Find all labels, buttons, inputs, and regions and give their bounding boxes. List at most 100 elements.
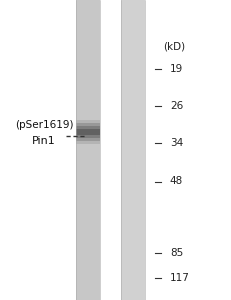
FancyBboxPatch shape: [76, 93, 100, 96]
Text: 26: 26: [170, 100, 183, 111]
FancyBboxPatch shape: [76, 105, 100, 108]
FancyBboxPatch shape: [121, 105, 145, 108]
FancyBboxPatch shape: [76, 195, 100, 198]
FancyBboxPatch shape: [121, 237, 145, 240]
FancyBboxPatch shape: [76, 162, 100, 165]
FancyBboxPatch shape: [76, 150, 100, 153]
FancyBboxPatch shape: [76, 90, 100, 93]
FancyBboxPatch shape: [121, 168, 145, 171]
FancyBboxPatch shape: [76, 231, 100, 234]
FancyBboxPatch shape: [121, 123, 145, 126]
FancyBboxPatch shape: [76, 297, 100, 300]
FancyBboxPatch shape: [76, 273, 100, 276]
FancyBboxPatch shape: [76, 213, 100, 216]
FancyBboxPatch shape: [121, 90, 145, 93]
FancyBboxPatch shape: [121, 270, 145, 273]
FancyBboxPatch shape: [76, 270, 100, 273]
FancyBboxPatch shape: [76, 159, 100, 162]
Text: 19: 19: [170, 64, 183, 74]
FancyBboxPatch shape: [121, 36, 145, 39]
FancyBboxPatch shape: [121, 63, 145, 66]
FancyBboxPatch shape: [76, 102, 100, 105]
FancyBboxPatch shape: [121, 39, 145, 42]
FancyBboxPatch shape: [121, 93, 145, 96]
FancyBboxPatch shape: [76, 54, 100, 57]
FancyBboxPatch shape: [121, 285, 145, 288]
FancyBboxPatch shape: [76, 282, 100, 285]
FancyBboxPatch shape: [121, 255, 145, 258]
Text: 34: 34: [170, 137, 183, 148]
FancyBboxPatch shape: [76, 12, 100, 15]
FancyBboxPatch shape: [121, 84, 145, 87]
FancyBboxPatch shape: [121, 189, 145, 192]
FancyBboxPatch shape: [76, 237, 100, 240]
FancyBboxPatch shape: [121, 75, 145, 78]
FancyBboxPatch shape: [121, 120, 145, 123]
FancyBboxPatch shape: [76, 69, 100, 72]
FancyBboxPatch shape: [76, 225, 100, 228]
FancyBboxPatch shape: [76, 291, 100, 294]
FancyBboxPatch shape: [76, 36, 100, 39]
Text: 117: 117: [170, 273, 190, 284]
Text: Pin1: Pin1: [32, 136, 56, 146]
FancyBboxPatch shape: [121, 129, 145, 132]
FancyBboxPatch shape: [121, 204, 145, 207]
FancyBboxPatch shape: [121, 144, 145, 147]
FancyBboxPatch shape: [76, 117, 100, 120]
FancyBboxPatch shape: [121, 213, 145, 216]
FancyBboxPatch shape: [121, 9, 145, 12]
FancyBboxPatch shape: [121, 117, 145, 120]
FancyBboxPatch shape: [76, 174, 100, 177]
FancyBboxPatch shape: [121, 291, 145, 294]
FancyBboxPatch shape: [121, 12, 145, 15]
FancyBboxPatch shape: [76, 60, 100, 63]
FancyBboxPatch shape: [121, 243, 145, 246]
FancyBboxPatch shape: [121, 0, 145, 3]
FancyBboxPatch shape: [76, 141, 100, 144]
FancyBboxPatch shape: [121, 249, 145, 252]
FancyBboxPatch shape: [76, 21, 100, 24]
FancyBboxPatch shape: [76, 120, 100, 123]
FancyBboxPatch shape: [121, 195, 145, 198]
FancyBboxPatch shape: [76, 45, 100, 48]
FancyBboxPatch shape: [76, 78, 100, 81]
FancyBboxPatch shape: [121, 282, 145, 285]
FancyBboxPatch shape: [76, 51, 100, 54]
FancyBboxPatch shape: [121, 141, 145, 144]
FancyBboxPatch shape: [76, 15, 100, 18]
FancyBboxPatch shape: [76, 75, 100, 78]
FancyBboxPatch shape: [76, 99, 100, 102]
FancyBboxPatch shape: [76, 57, 100, 60]
FancyBboxPatch shape: [121, 81, 145, 84]
FancyBboxPatch shape: [76, 84, 100, 87]
FancyBboxPatch shape: [76, 249, 100, 252]
FancyBboxPatch shape: [76, 156, 100, 159]
Text: (kD): (kD): [163, 41, 185, 52]
FancyBboxPatch shape: [121, 21, 145, 24]
FancyBboxPatch shape: [76, 66, 100, 69]
FancyBboxPatch shape: [76, 132, 100, 135]
FancyBboxPatch shape: [76, 264, 100, 267]
FancyBboxPatch shape: [76, 42, 100, 45]
FancyBboxPatch shape: [76, 3, 100, 6]
FancyBboxPatch shape: [121, 3, 145, 6]
FancyBboxPatch shape: [121, 240, 145, 243]
FancyBboxPatch shape: [121, 276, 145, 279]
FancyBboxPatch shape: [76, 135, 100, 138]
Text: (pSer1619): (pSer1619): [15, 120, 73, 130]
FancyBboxPatch shape: [121, 186, 145, 189]
FancyBboxPatch shape: [121, 57, 145, 60]
FancyBboxPatch shape: [76, 261, 100, 264]
FancyBboxPatch shape: [76, 114, 100, 117]
FancyBboxPatch shape: [76, 243, 100, 246]
FancyBboxPatch shape: [121, 183, 145, 186]
FancyBboxPatch shape: [121, 216, 145, 219]
FancyBboxPatch shape: [76, 96, 100, 99]
Text: 85: 85: [170, 248, 183, 258]
FancyBboxPatch shape: [121, 234, 145, 237]
FancyBboxPatch shape: [121, 207, 145, 210]
FancyBboxPatch shape: [76, 24, 100, 27]
FancyBboxPatch shape: [76, 165, 100, 168]
FancyBboxPatch shape: [121, 114, 145, 117]
FancyBboxPatch shape: [76, 138, 100, 141]
